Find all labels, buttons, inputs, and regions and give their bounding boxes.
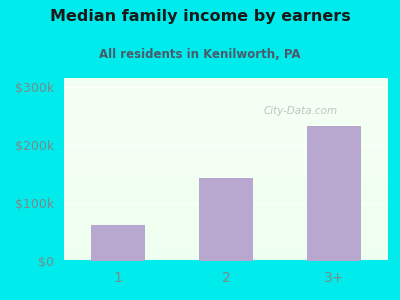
Text: City-Data.com: City-Data.com [264,106,338,116]
Text: All residents in Kenilworth, PA: All residents in Kenilworth, PA [99,48,301,61]
Bar [199,178,253,261]
Bar [307,126,361,261]
Text: Median family income by earners: Median family income by earners [50,9,350,24]
Bar [91,225,145,261]
